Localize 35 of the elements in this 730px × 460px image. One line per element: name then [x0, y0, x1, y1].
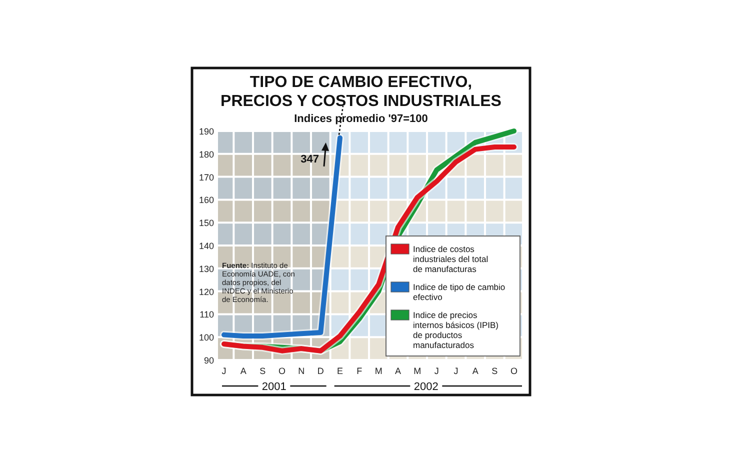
y-tick-label: 130 — [198, 264, 214, 274]
x-tick-label: J — [454, 366, 458, 376]
y-tick-label: 110 — [200, 310, 214, 320]
x-tick-label: A — [472, 366, 478, 376]
y-tick-label: 170 — [198, 172, 214, 182]
y-tick-label: 190 — [198, 126, 214, 136]
x-tick-label: M — [414, 366, 422, 376]
x-tick-label: E — [336, 366, 344, 376]
y-tick-label: 180 — [198, 149, 214, 160]
text: 2002 — [414, 381, 438, 393]
y-tick-label: 120 — [198, 286, 214, 297]
y-tick-label: 160 — [198, 195, 214, 206]
y-tick-label: 100 — [198, 332, 214, 343]
legend-label: Indice de costos industriales del total de manufacturas — [413, 244, 488, 274]
x-tick-label: D — [317, 366, 324, 376]
chart-subtitle: Indices promedio '97=100 — [294, 113, 428, 125]
x-tick-label: A — [394, 366, 402, 376]
x-tick-label: S — [492, 366, 498, 376]
x-tick-label: O — [278, 366, 286, 376]
y-tick-label: 90 — [204, 356, 214, 366]
x-tick-label: J — [434, 366, 439, 376]
y-tick-label: 150 — [198, 218, 214, 228]
x-tick-label: J — [222, 366, 226, 376]
x-tick-label: S — [260, 366, 266, 376]
text: 2001 — [262, 381, 286, 393]
x-tick-label: M — [374, 366, 382, 376]
x-tick-label: N — [298, 366, 305, 376]
y-tick-label: 140 — [198, 241, 214, 251]
x-tick-label: F — [356, 366, 363, 376]
chart-title: TIPO DE CAMBIO EFECTIVO, PRECIOS Y COSTOS INDUSTRIALES — [220, 74, 502, 110]
legend-label: Indice de precios internos básicos (IPIB) de productos manufacturados — [413, 310, 499, 350]
annotation: 347 — [300, 153, 319, 166]
x-tick-label: O — [510, 366, 518, 376]
x-tick-label: A — [240, 366, 246, 376]
legend-label: Indice de tipo de cambio efectivo — [413, 282, 506, 302]
